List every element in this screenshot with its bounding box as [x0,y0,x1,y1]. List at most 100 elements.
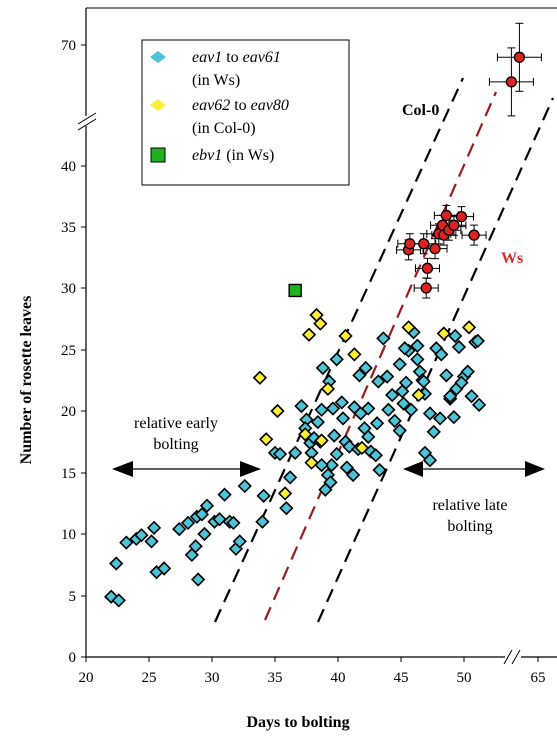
eav-ws-point [397,341,412,356]
eav-ws-point [454,375,469,390]
y-tick-label: 70 [61,38,76,54]
x-axis-title: Days to bolting [246,714,349,731]
eav-ws-point [396,396,411,411]
eav-col-point [338,328,353,344]
eav-ws-point [226,515,241,531]
eav-col-point [277,486,293,501]
y-tick-label: 30 [61,281,76,297]
eav-ws-point [470,333,485,349]
col0-wildtype-point [513,51,526,63]
eav-ws-point [310,414,325,430]
eav-col-point [301,327,317,342]
y-axis-title: Number of rosette leaves [18,296,35,465]
legend-entry-label: eav62 to eav80 [192,97,289,114]
late-bolting-line2: bolting [447,518,492,535]
x-tick-label: 30 [205,670,220,686]
eav-ws-point [194,507,210,522]
y-tick-label: 10 [61,527,76,543]
legend-ebv1-swatch [150,147,166,163]
y-tick-label: 5 [69,589,77,605]
eav-ws-point [324,457,339,473]
eav-ws-point [439,368,454,383]
ws-wildtype-point [448,219,460,231]
eav-ws-point [395,384,410,399]
legend-entry-label: eav1 to eav61 [192,49,281,66]
eav-ws-point [376,331,391,346]
eav-ws-point [315,360,331,376]
eav-col-point [259,432,274,447]
eav-ws-point [191,572,206,587]
eav-ws-point [410,352,425,367]
eav-ws-point [403,402,419,417]
y-tick-label: 40 [61,159,76,175]
eav-col-point [270,403,285,419]
col0-wildtype-point [505,76,518,88]
eav-ws-point [361,401,376,416]
ws-label: Ws [501,250,523,267]
eav-col-point [461,320,477,335]
ws-wildtype-point [440,209,453,222]
x-tick-label: 25 [142,670,157,686]
late-bolting-annotation: relative late bolting [403,461,545,535]
eav-ws-point [232,534,247,549]
eav-ws-point [156,561,172,576]
ws-wildtype-point [418,238,430,250]
eav-ws-point [426,424,441,440]
eav-ws-point [282,470,298,485]
eav-ws-point [339,460,354,475]
eav-ws-point [217,487,232,502]
eav-ws-point [144,534,159,549]
eav-ws-point [334,395,349,410]
tick-labels: 20 25 30 35 40 45 50 65 0 5 10 15 20 25 30 35 40 70 [61,38,546,686]
eav-ws-point [460,364,475,379]
y-tick-label: 0 [69,650,77,666]
eav-ws-point [329,352,344,367]
eav-ws-point [119,535,134,550]
eav-ws-point [134,528,149,543]
eav-ws-point [392,423,407,438]
eav-ws-point [446,410,462,425]
ws-wildtype-point [421,262,434,274]
eav-ws-point [464,389,479,404]
early-bolting-annotation: relative early bolting [112,415,261,477]
eav-ws-point [256,488,271,504]
col0-label: Col-0 [402,102,439,119]
legend-eav-ws-swatch [150,51,166,63]
axes [77,7,557,665]
x-axis-break [505,651,521,663]
eav-ws-point [172,521,187,537]
y-break-slash-2 [77,118,97,131]
legend-entry-sublabel: (in Ws) [192,72,240,89]
eav-col-point [320,381,336,396]
eav-ws-point [314,402,329,417]
ws-wildtype-point [468,229,480,241]
eav-ws-point [212,512,227,527]
y-tick-label: 20 [61,404,76,420]
eav-ws-point [180,515,196,531]
eav-ws-point [358,360,373,376]
eav-ws-point [361,429,376,444]
eav-ws-point [323,475,338,490]
early-arrow-right-head [240,461,261,477]
eav-ws-point [416,374,431,389]
late-arrow-right-head [525,461,545,477]
early-arrow-left-head [112,461,133,477]
eav-ws-point [329,446,344,462]
eav-ws-point [471,397,487,412]
eav-ws-point [199,498,215,513]
x-break-slash-2 [511,649,521,665]
ws-trend-line [263,91,498,621]
eav-col-point [354,440,370,456]
eav-ws-point [146,520,162,535]
legend-box [141,39,350,186]
x-tick-label: 20 [79,670,94,686]
eav-ws-point [279,501,294,516]
eav-ws-point [111,593,126,608]
eav-col-point [304,455,319,470]
eav-col-point [411,387,426,403]
legend-eav-col-swatch [150,99,166,111]
x-tick-label: 45 [394,670,409,686]
eav-ws-point [237,478,252,494]
eav-ws-point [451,339,467,355]
eav-ws-point [443,389,458,404]
